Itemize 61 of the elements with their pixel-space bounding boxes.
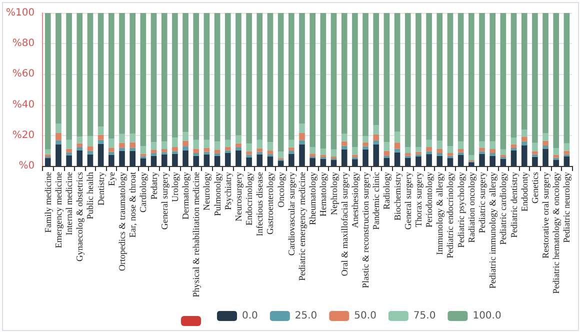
x-tick-label: Pediatric neurology: [562, 172, 572, 243]
x-tick-label: Dentistry: [96, 172, 106, 206]
x-tick-label: Ortopedics & traumatology: [117, 172, 127, 271]
x-tick-label: Pediatric cardiology: [498, 172, 508, 245]
x-tick-label: Endocrinology: [244, 172, 254, 226]
x-tick-label: General surgery: [402, 172, 413, 230]
x-tick-label: Periodontology: [424, 172, 434, 228]
x-tick-label: Ear, nose & throat: [128, 172, 138, 238]
x-tick-label: Oral & maxillofacial surgery: [339, 172, 350, 276]
legend-label: 75.0: [413, 310, 436, 322]
x-tick-label: Endodonty: [519, 172, 530, 212]
x-tick-label: Rheumatology: [308, 172, 318, 225]
legend-label: 50.0: [354, 310, 376, 322]
x-tick-label: Pediatric immunology & allergy: [488, 172, 498, 289]
x-tick-label: Genetics: [530, 172, 540, 204]
x-tick-label: Neurosurgery: [233, 172, 244, 222]
x-tick-label: Internal medicine: [64, 172, 74, 236]
legend-label: 25.0: [294, 310, 318, 322]
x-tick-label: Pediatric endocrinology: [445, 172, 456, 258]
x-tick-label: Urology: [170, 172, 180, 202]
x-tick-label: Infectious disease: [254, 172, 265, 236]
x-tick-label: Emergency medicine: [53, 172, 64, 248]
x-tick-label: Eye: [106, 172, 116, 186]
x-tick-label: Cardiology: [138, 172, 148, 212]
y-tick-label: %20: [12, 130, 35, 141]
x-tick-label: Pedatry: [148, 172, 159, 200]
y-tick-label: %60: [12, 68, 35, 80]
x-tick-label: Hematology: [318, 172, 328, 216]
y-tick-label: %0: [18, 160, 35, 172]
x-tick-label: Radiology: [382, 172, 392, 210]
y-tick-label: %100: [6, 8, 35, 18]
x-tick-label: Neurology: [202, 172, 212, 210]
x-tick-label: Gynaecolog & obstetrics: [74, 172, 85, 262]
x-tick-label: Immunology & allergy: [434, 172, 445, 255]
x-tick-label: Pediatric psychology: [456, 172, 466, 248]
y-tick-label: %80: [12, 38, 35, 50]
x-tick-label: Psychiatry: [222, 172, 233, 210]
x-tick-label: Dermatology: [180, 172, 191, 220]
x-tick-label: Family medicine: [42, 172, 53, 233]
x-tick-label: Pandemic clinic: [371, 172, 382, 230]
x-tick-label: Pediatric surgery: [477, 172, 487, 234]
x-tick-label: Physical & rehabilitation medicine: [191, 172, 202, 298]
x-tick-label: Oncology: [276, 172, 286, 208]
legend-label: 100.0: [472, 310, 502, 322]
x-tick-label: Pediatric dentistry: [508, 172, 519, 238]
x-tick-label: Nephrology: [328, 172, 339, 215]
y-tick-label: %40: [12, 99, 35, 110]
x-tick-label: Pediatric emergency medicine: [297, 172, 307, 281]
x-tick-label: Anesthesiology: [350, 172, 360, 228]
x-tick-label: Restorative oral surgery: [540, 172, 551, 258]
legend-label: 0.0: [242, 310, 258, 322]
x-tick-label: Radiation oncology: [466, 172, 476, 243]
x-tick-label: Cardiovascular surgery: [286, 172, 296, 256]
x-tick-label: Biochemistry: [392, 172, 402, 220]
x-tick-label: Plastic & reconstruction surgery: [360, 172, 371, 288]
x-tick-label: General surgery: [159, 172, 170, 230]
x-tick-label: Public health: [85, 172, 96, 220]
x-tick-label: Pulmonolgy: [212, 172, 222, 216]
x-tick-label: Gastroenterology: [265, 172, 276, 234]
x-tick-label: Pediatric hematology & oncology: [551, 172, 562, 294]
x-tick-label: Thorax surgery: [413, 172, 424, 228]
